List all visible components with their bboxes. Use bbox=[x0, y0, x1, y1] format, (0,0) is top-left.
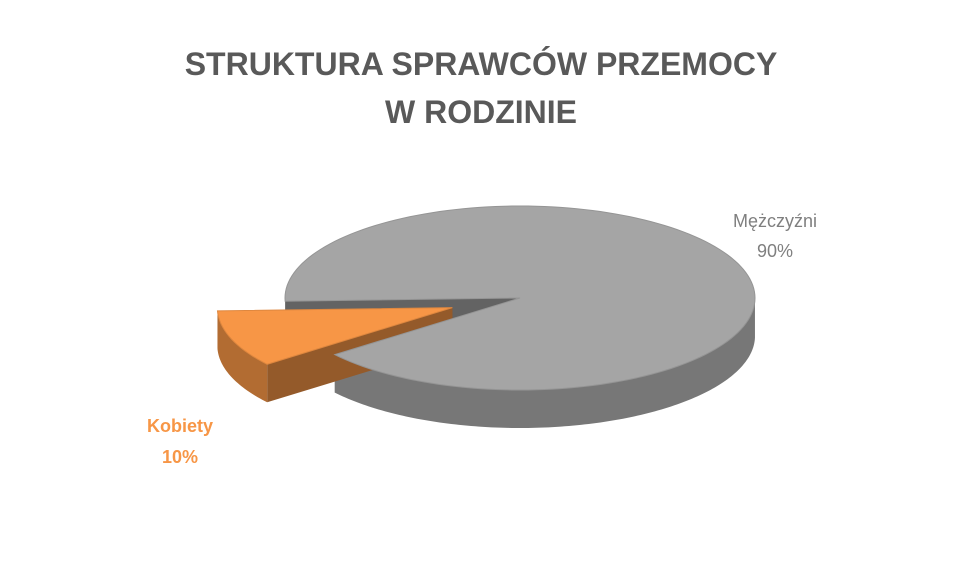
slice-label: Kobiety bbox=[147, 416, 213, 436]
slice bbox=[216, 307, 453, 365]
slice-value-label: 10% bbox=[162, 447, 198, 467]
slice bbox=[284, 205, 756, 391]
slice-side bbox=[334, 299, 755, 428]
slice-value-label: 90% bbox=[757, 241, 793, 261]
slice-tops bbox=[216, 205, 756, 391]
chart-title: STRUKTURA SPRAWCÓW PRZEMOCY W RODZINIE bbox=[184, 46, 778, 130]
slice-label: Mężczyźni bbox=[733, 211, 817, 231]
slice-side bbox=[217, 310, 268, 403]
